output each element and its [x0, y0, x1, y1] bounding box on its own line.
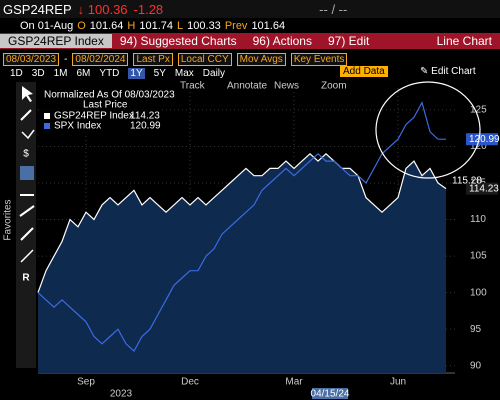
setting[interactable]: Mov Avgs — [236, 52, 286, 66]
menu-item[interactable]: Line Chart — [436, 34, 492, 48]
year-label: 2023 — [110, 389, 133, 400]
ohlc-item: 101.74 — [139, 19, 174, 32]
price-badge — [466, 133, 498, 146]
ohlc-bar: On 01-Aug O 101.64 H 101.74 L 100.33 Prev 101.64 — [0, 18, 500, 33]
bid-ask: -- / -- — [319, 1, 348, 17]
series-line — [37, 152, 447, 293]
menu-item[interactable]: GSP24REP Index — [0, 34, 112, 48]
add-data[interactable]: Add Data — [340, 66, 388, 77]
price-badge — [466, 182, 498, 195]
x-tick-label: Sep — [77, 377, 95, 388]
quote-bar: GSP24REP ↓ 100.36 -1.28 -- / -- — [0, 0, 500, 18]
period-button[interactable]: YTD — [99, 67, 120, 79]
ohlc-item: On 01-Aug — [20, 19, 74, 32]
legend-subtitle: Last Price — [83, 100, 128, 111]
x-tick-label: Mar — [285, 377, 303, 388]
setting[interactable]: 08/03/2023 — [3, 52, 60, 66]
legend-name: GSP24REP Index — [54, 111, 134, 122]
tool-button: Annotate — [227, 81, 267, 92]
legend-swatch — [44, 123, 50, 129]
menu-bar: GSP24REP Index 94) Suggested Charts 96) Ac… — [0, 33, 500, 49]
cursor-date-box — [312, 388, 348, 399]
y-tick-label: 95 — [470, 324, 482, 335]
setting: - — [64, 53, 68, 65]
svg-text:R: R — [22, 273, 30, 284]
x-tick-label: Dec — [181, 377, 199, 388]
ohlc-item: L — [177, 19, 184, 32]
y-tick-label: 100 — [470, 287, 487, 298]
cursor-date: 04/15/24 — [311, 389, 350, 400]
setting[interactable]: Key Events — [290, 52, 348, 66]
price-badge-text: 114.23 — [469, 183, 499, 194]
ohlc-item: 100.33 — [187, 19, 221, 32]
area — [38, 153, 446, 373]
menu-item[interactable]: 96) Actions — [252, 34, 312, 48]
ticker: GSP24REP — [3, 1, 72, 17]
legend-title: Normalized As Of 08/03/2023 — [44, 90, 175, 101]
highlight-circle — [375, 81, 481, 179]
legend-value: 114.23 — [130, 111, 160, 122]
y-tick-label: 90 — [470, 360, 482, 371]
x-tick-label: Jun — [390, 377, 406, 388]
price-badge-text: 120.99 — [469, 134, 500, 145]
tool-button: Zoom — [321, 81, 347, 92]
price: ↓ 100.36 — [77, 1, 128, 17]
ohlc-item: H — [127, 19, 136, 32]
toolbar: $ R — [16, 82, 36, 368]
setting[interactable]: 08/02/2024 — [72, 52, 129, 66]
y-tick-label: 125 — [470, 105, 487, 116]
ohlc-item: 101.64 — [89, 19, 124, 32]
ohlc-item: 101.64 — [251, 19, 286, 32]
favorites-label: Favorites — [3, 199, 14, 240]
chart-tools: Track Annotate News Zoom — [180, 81, 347, 92]
period-button[interactable]: 5Y — [153, 67, 166, 79]
chart: $ R Favorites Track Annotate News Zoom 90 95… — [0, 80, 500, 400]
menu-item[interactable]: 94) Suggested Charts — [119, 34, 237, 48]
ohlc-item: O — [77, 19, 86, 32]
period-button[interactable]: 1Y — [128, 67, 145, 79]
y-tick-label: 120 — [470, 141, 487, 152]
period-button[interactable]: 1D — [10, 67, 23, 79]
ohlc-item: Prev — [224, 19, 248, 32]
y-tick-label: 110 — [470, 214, 486, 225]
period-bar: 1D 3D 1M 6M YTD 1Y 5Y Max Daily — [0, 66, 500, 80]
tool-button: Track — [180, 81, 206, 92]
period-button[interactable]: 6M — [76, 67, 91, 79]
setting[interactable]: Last Px — [133, 52, 173, 66]
change: -1.28 — [133, 1, 164, 17]
tool-button: News — [274, 81, 299, 92]
edit-chart[interactable]: ✎ Edit Chart — [420, 66, 476, 77]
period-button[interactable]: 3D — [31, 67, 45, 79]
series-line — [37, 101, 446, 353]
legend-box — [40, 88, 160, 134]
legend-swatch — [44, 113, 50, 119]
legend-name: SPX Index — [54, 121, 101, 132]
period-button[interactable]: Daily — [202, 67, 226, 79]
legend-value: 120.99 — [130, 121, 161, 132]
period-button[interactable]: 1M — [53, 67, 68, 79]
settings-bar: 08/03/2023-08/02/2024 Last Px Local CCY Mov… — [0, 52, 500, 66]
menu-item[interactable]: 97) Edit — [327, 34, 370, 48]
svg-text:$: $ — [23, 149, 29, 160]
period-button[interactable]: Max — [174, 67, 194, 79]
extra-badge: 115.28 — [452, 175, 482, 186]
setting[interactable]: Local CCY — [177, 52, 232, 66]
y-tick-label: 105 — [470, 251, 487, 262]
